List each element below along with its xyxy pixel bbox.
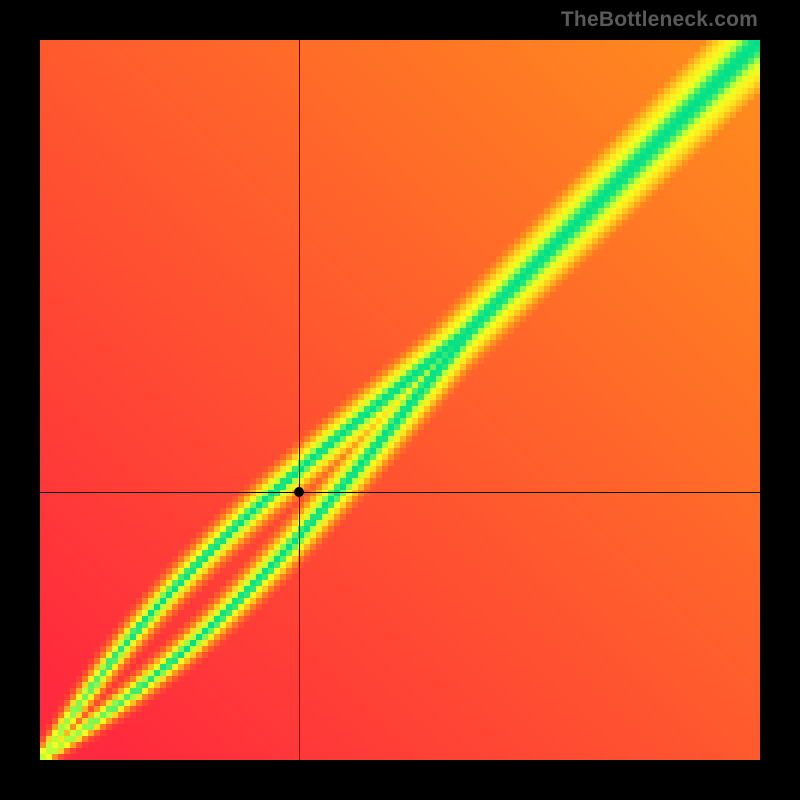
crosshair-vertical [299, 40, 300, 760]
marker-point [294, 487, 304, 497]
watermark-text: TheBottleneck.com [561, 8, 758, 32]
plot-area [40, 40, 760, 760]
crosshair-horizontal [40, 492, 760, 493]
bottleneck-heatmap [40, 40, 760, 760]
chart-container: TheBottleneck.com [0, 0, 800, 800]
